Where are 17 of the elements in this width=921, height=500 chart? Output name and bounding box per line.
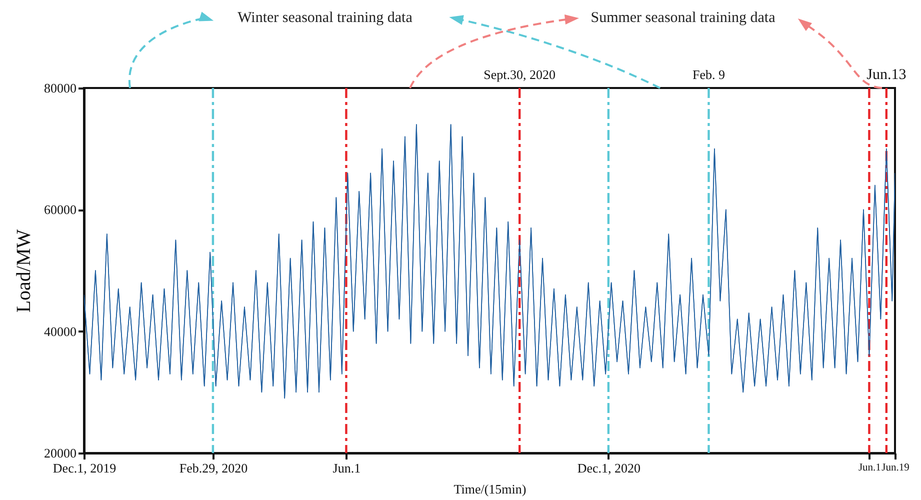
x-tick-label: Jun.19 [882, 462, 910, 474]
y-tick-label: 80000 [44, 80, 76, 96]
x-tick-label: Dec.1, 2020 [577, 460, 641, 476]
text: Summer seasonal training data [590, 10, 776, 27]
text: Winter seasonal training data [238, 10, 412, 27]
ref-line-label: Feb. 9 [692, 67, 725, 82]
x-tick-label: Jun.1 [858, 462, 881, 474]
x-axis-title: Time/(15min) [454, 482, 526, 496]
y-axis-title: Load/MW [13, 229, 35, 313]
ref-line-label: Jun.13 [866, 67, 906, 83]
y-tick-label: 20000 [44, 446, 76, 460]
x-tick-label: Feb.29, 2020 [179, 460, 248, 476]
y-tick-label: 40000 [44, 324, 76, 339]
x-tick-label: Dec.1, 2019 [52, 460, 116, 476]
y-tick-label: 60000 [44, 202, 76, 218]
x-tick-label: Jun.1 [332, 460, 361, 476]
ref-line-label: Sept.30, 2020 [484, 67, 556, 82]
